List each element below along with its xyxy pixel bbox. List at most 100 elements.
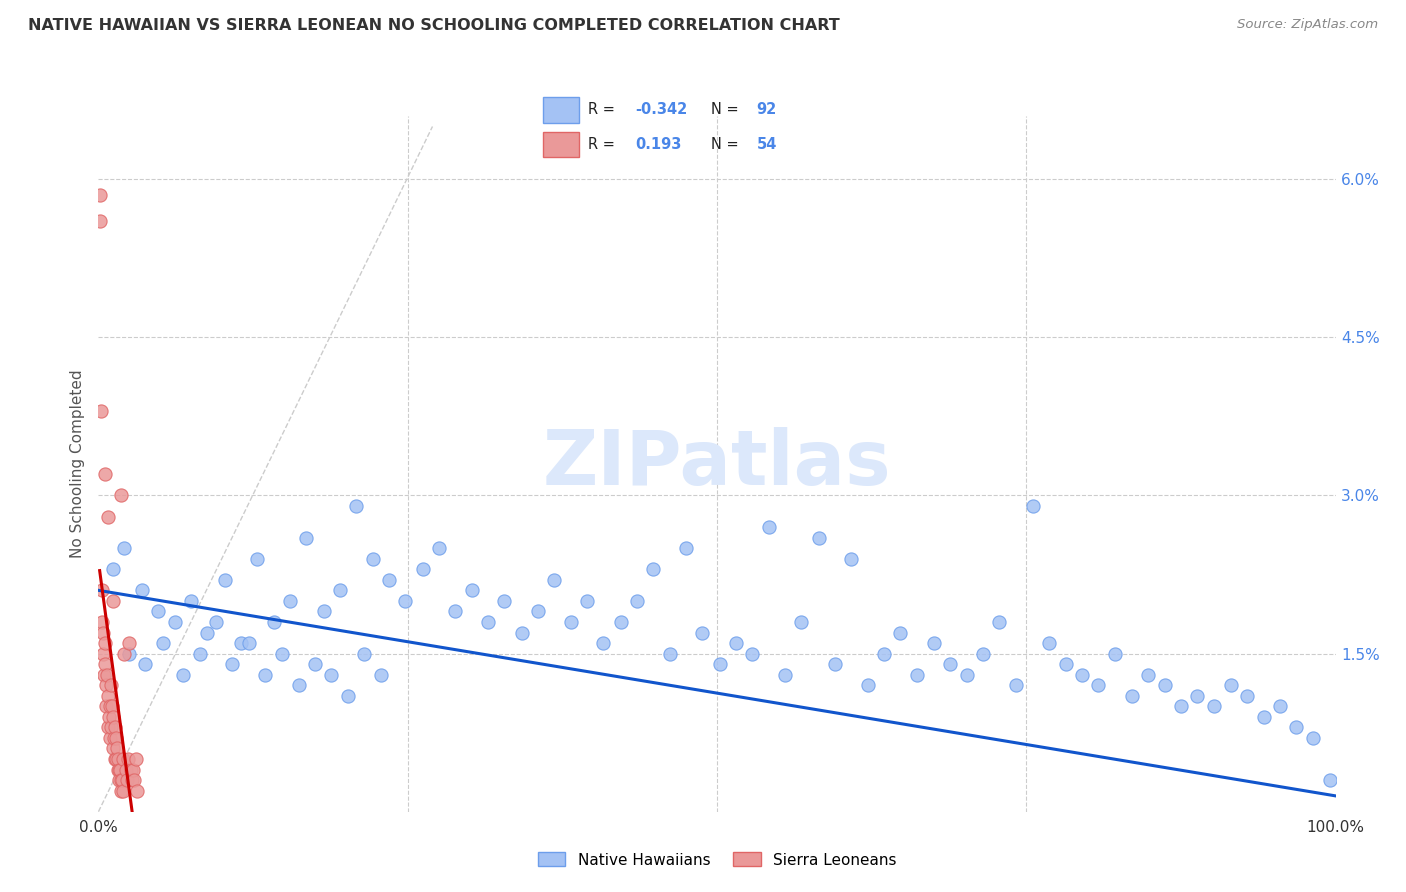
Point bbox=[543, 573, 565, 587]
Point bbox=[1136, 667, 1159, 681]
Point bbox=[195, 625, 218, 640]
Point bbox=[205, 615, 228, 629]
Point bbox=[378, 573, 401, 587]
Point bbox=[270, 647, 292, 661]
Point bbox=[238, 636, 260, 650]
Point bbox=[709, 657, 731, 672]
Point bbox=[221, 657, 243, 672]
Text: 54: 54 bbox=[756, 137, 776, 152]
Point bbox=[394, 594, 416, 608]
Point bbox=[922, 636, 945, 650]
Point bbox=[1268, 699, 1291, 714]
Point bbox=[101, 741, 124, 756]
Point bbox=[108, 773, 131, 788]
Point bbox=[172, 667, 194, 681]
Point bbox=[1236, 689, 1258, 703]
Point bbox=[124, 773, 146, 788]
Point bbox=[101, 699, 124, 714]
Point bbox=[118, 647, 141, 661]
Point bbox=[97, 720, 120, 734]
Point bbox=[107, 763, 129, 777]
Point bbox=[412, 562, 434, 576]
Text: NATIVE HAWAIIAN VS SIERRA LEONEAN NO SCHOOLING COMPLETED CORRELATION CHART: NATIVE HAWAIIAN VS SIERRA LEONEAN NO SCH… bbox=[28, 18, 839, 33]
Point bbox=[100, 720, 122, 734]
Point bbox=[93, 467, 115, 482]
Point bbox=[134, 657, 156, 672]
Point bbox=[1219, 678, 1241, 692]
Point bbox=[443, 604, 465, 618]
Point bbox=[427, 541, 450, 556]
Point bbox=[94, 657, 117, 672]
Point bbox=[112, 647, 135, 661]
Text: 92: 92 bbox=[756, 103, 776, 117]
Point bbox=[91, 625, 114, 640]
Point bbox=[1170, 699, 1192, 714]
Text: R =: R = bbox=[588, 103, 619, 117]
Point bbox=[1319, 773, 1341, 788]
FancyBboxPatch shape bbox=[543, 132, 579, 158]
Point bbox=[824, 657, 846, 672]
FancyBboxPatch shape bbox=[543, 97, 579, 122]
Y-axis label: No Schooling Completed: No Schooling Completed bbox=[70, 369, 86, 558]
Point bbox=[741, 647, 763, 661]
Text: N =: N = bbox=[711, 103, 744, 117]
Point bbox=[641, 562, 664, 576]
Point bbox=[103, 710, 125, 724]
Point bbox=[94, 678, 117, 692]
Point bbox=[461, 583, 484, 598]
Point bbox=[97, 509, 120, 524]
Point bbox=[89, 214, 111, 228]
Point bbox=[592, 636, 614, 650]
Point bbox=[214, 573, 236, 587]
Point bbox=[152, 636, 174, 650]
Point bbox=[839, 551, 862, 566]
Point bbox=[1087, 678, 1109, 692]
Point bbox=[111, 783, 134, 797]
Point bbox=[188, 647, 211, 661]
Point bbox=[1185, 689, 1208, 703]
Point bbox=[988, 615, 1011, 629]
Point bbox=[526, 604, 548, 618]
Point bbox=[659, 647, 682, 661]
Point bbox=[295, 531, 318, 545]
Point bbox=[103, 562, 125, 576]
Point bbox=[121, 773, 143, 788]
Point bbox=[576, 594, 599, 608]
Point bbox=[97, 710, 120, 724]
Point bbox=[304, 657, 326, 672]
Point bbox=[1071, 667, 1094, 681]
Point bbox=[93, 667, 115, 681]
Point bbox=[246, 551, 269, 566]
Point bbox=[1204, 699, 1226, 714]
Text: 0.193: 0.193 bbox=[636, 137, 682, 152]
Point bbox=[626, 594, 648, 608]
Point bbox=[91, 583, 114, 598]
Point bbox=[263, 615, 285, 629]
Point bbox=[96, 667, 118, 681]
Point bbox=[104, 731, 127, 745]
Point bbox=[856, 678, 879, 692]
Point bbox=[96, 699, 118, 714]
Point bbox=[146, 604, 169, 618]
Point bbox=[165, 615, 187, 629]
Point bbox=[108, 763, 131, 777]
Point bbox=[108, 763, 131, 777]
Point bbox=[112, 541, 135, 556]
Point bbox=[560, 615, 582, 629]
Point bbox=[131, 583, 153, 598]
Point bbox=[117, 752, 139, 766]
Point bbox=[494, 594, 516, 608]
Point bbox=[329, 583, 352, 598]
Point bbox=[1302, 731, 1324, 745]
Text: Source: ZipAtlas.com: Source: ZipAtlas.com bbox=[1237, 18, 1378, 31]
Point bbox=[773, 667, 796, 681]
Point bbox=[675, 541, 697, 556]
Point bbox=[758, 520, 780, 534]
Point bbox=[118, 636, 141, 650]
Point bbox=[319, 667, 342, 681]
Text: ZIPatlas: ZIPatlas bbox=[543, 427, 891, 500]
Point bbox=[278, 594, 301, 608]
Point bbox=[938, 657, 960, 672]
Point bbox=[907, 667, 929, 681]
Point bbox=[105, 741, 128, 756]
